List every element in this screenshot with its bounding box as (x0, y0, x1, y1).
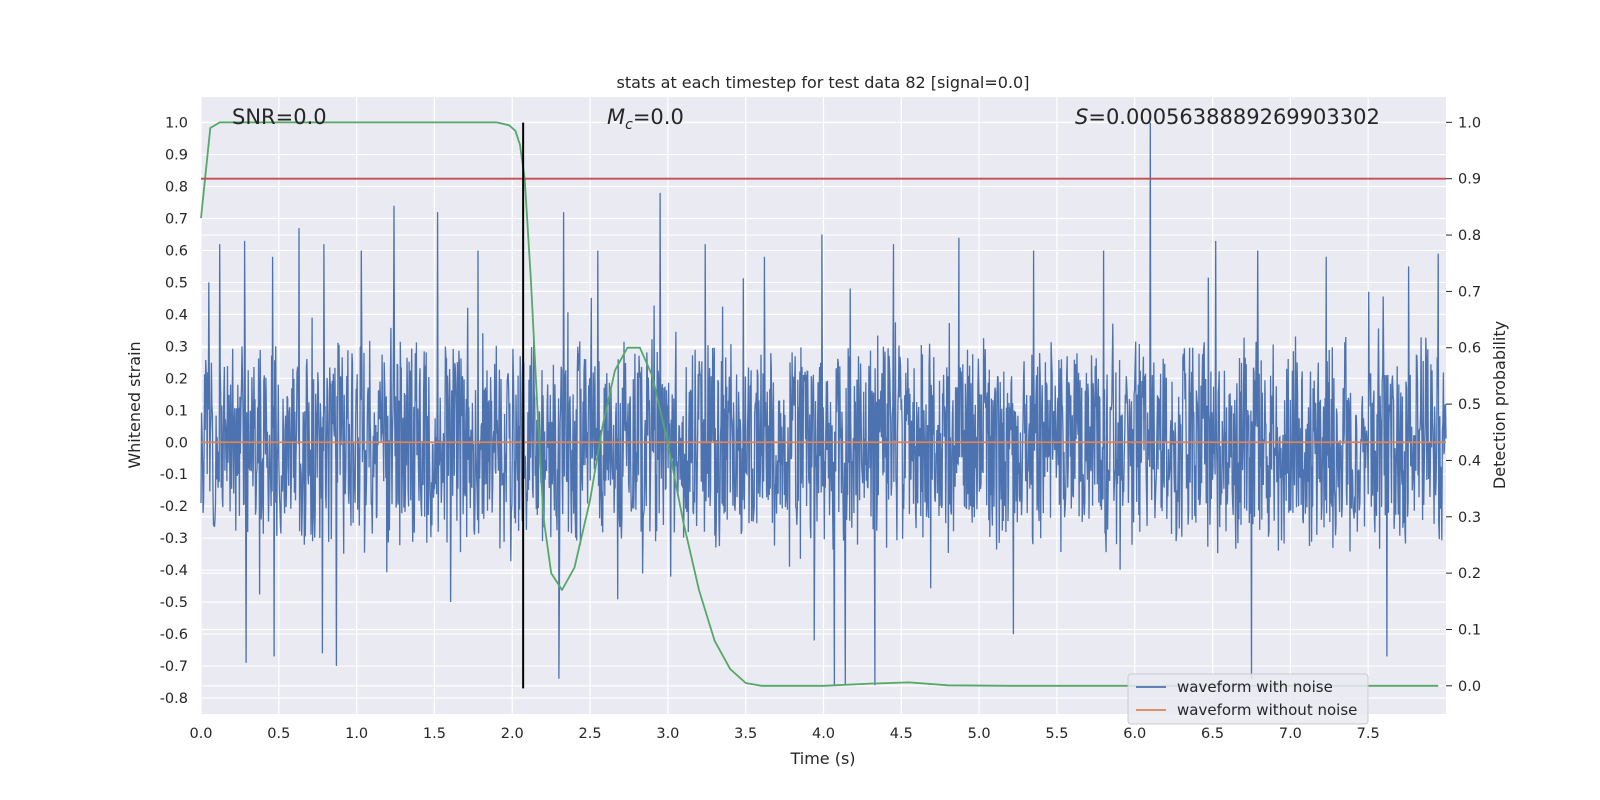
y-tick-label: -0.3 (160, 531, 188, 547)
detection-probability-curve (200, 121, 1439, 687)
x-tick-label: 2.0 (501, 726, 524, 742)
right-y-tick-labels: 0.0 0.1 0.2 0.3 0.4 0.5 0.6 0.7 0.8 0.9 1.0 (1446, 115, 1481, 695)
y-tick-label: -0.2 (160, 499, 188, 515)
y2-tick-label: 0.0 (1458, 679, 1481, 695)
x-tick-label: 3.5 (734, 726, 757, 742)
x-tick-label: 7.0 (1279, 726, 1302, 742)
legend-box (1127, 673, 1369, 725)
x-tick-label: 3.0 (656, 726, 679, 742)
waveform-with-noise-line (200, 122, 1447, 686)
chirp-mass-value: =0.0 (633, 105, 684, 129)
y-tick-label: -0.8 (160, 691, 188, 707)
y2-tick-label: 1.0 (1458, 115, 1481, 131)
y-tick-label: -0.6 (160, 627, 188, 643)
noisy-waveform-path (200, 122, 1447, 686)
y-tick-label: 0.7 (165, 211, 188, 227)
y-axis-label: Whitened strain (125, 341, 144, 468)
s-statistic-value: =0.0005638889269903302 (1088, 105, 1380, 129)
x-tick-label: 0.5 (267, 726, 290, 742)
x-tick-label: 5.5 (1045, 726, 1068, 742)
x-tick-label: 4.0 (812, 726, 835, 742)
s-statistic-symbol: S (1075, 105, 1088, 129)
y2-tick-label: 0.2 (1458, 566, 1481, 582)
y-tick-label: 0.4 (165, 307, 188, 323)
y-tick-label: 0.1 (165, 403, 188, 419)
chirp-mass-subscript: c (625, 117, 633, 133)
x-tick-label: 6.5 (1201, 726, 1224, 742)
x-tick-label: 1.5 (423, 726, 446, 742)
x-tick-label: 5.0 (968, 726, 991, 742)
x-tick-label: 2.5 (579, 726, 602, 742)
chirp-mass-symbol: M (607, 105, 625, 129)
y2-tick-label: 0.9 (1458, 172, 1481, 188)
legend-label-clean: waveform without noise (1177, 701, 1357, 719)
y-tick-label: 0.2 (165, 371, 188, 387)
x-axis-label: Time (s) (789, 749, 855, 768)
chirp-mass-annotation: Mc=0.0 (607, 105, 684, 133)
y-tick-label: -0.5 (160, 595, 188, 611)
y2-tick-label: 0.1 (1458, 622, 1481, 638)
y2-tick-label: 0.4 (1458, 453, 1481, 469)
y-tick-label: 0.6 (165, 243, 188, 259)
y2-tick-label: 0.3 (1458, 510, 1481, 526)
x-tick-label: 6.0 (1123, 726, 1146, 742)
y-tick-label: -0.1 (160, 467, 188, 483)
y-tick-label: 0.9 (165, 148, 188, 164)
y-tick-label: 0.5 (165, 275, 188, 291)
y2-tick-label: 0.7 (1458, 284, 1481, 300)
snr-annotation: SNR=0.0 (232, 105, 327, 129)
x-tick-label: 7.5 (1357, 726, 1380, 742)
y2-tick-label: 0.8 (1458, 228, 1481, 244)
legend-label-noisy: waveform with noise (1177, 678, 1333, 696)
legend: waveform with noise waveform without noi… (1127, 673, 1369, 725)
x-tick-label: 0.0 (189, 726, 212, 742)
x-tick-label: 1.0 (345, 726, 368, 742)
y-tick-label: 0.3 (165, 339, 188, 355)
x-tick-labels: 0.0 0.5 1.0 1.5 2.0 2.5 3.0 3.5 4.0 4.5 5.0 5.5 6.0 6… (189, 726, 1379, 742)
x-tick-label: 4.5 (890, 726, 913, 742)
y2-tick-label: 0.5 (1458, 397, 1481, 413)
y2-axis-label: Detection probability (1490, 321, 1509, 489)
left-y-tick-labels: -0.8 -0.7 -0.6 -0.5 -0.4 -0.3 -0.2 -0.1 0.0 0.1 0.… (160, 116, 188, 707)
y-tick-label: 1.0 (165, 116, 188, 132)
y-tick-label: 0.8 (165, 180, 188, 196)
probability-path (200, 121, 1439, 687)
chart-title: stats at each timestep for test data 82 … (617, 73, 1030, 92)
y-tick-label: -0.7 (160, 659, 188, 675)
y-tick-label: 0.0 (165, 435, 188, 451)
y2-tick-label: 0.6 (1458, 341, 1481, 357)
y-tick-label: -0.4 (160, 563, 188, 579)
s-statistic-annotation: S=0.0005638889269903302 (1075, 105, 1380, 129)
